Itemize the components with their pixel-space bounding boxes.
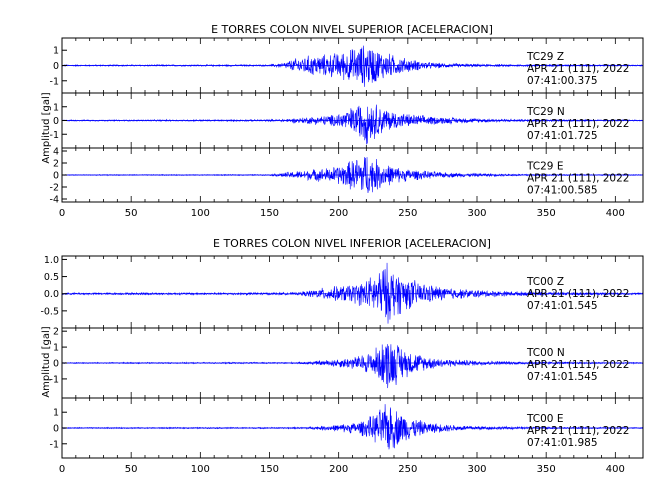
y-tick-label: 2 xyxy=(53,159,59,170)
station-label: TC29 N xyxy=(526,106,565,118)
station-label: TC00 N xyxy=(526,347,565,359)
y-tick-label: 0.5 xyxy=(44,272,59,283)
x-tick-label: 300 xyxy=(467,464,486,475)
y-tick-label: -1 xyxy=(50,374,59,385)
time-label: 07:41:00.585 xyxy=(527,185,598,197)
x-tick-label: 400 xyxy=(606,208,625,219)
y-axis-label: Amplitud [gal] xyxy=(41,92,52,163)
x-tick-label: 150 xyxy=(260,208,279,219)
y-tick-label: -1 xyxy=(50,130,59,141)
y-tick-label: 1 xyxy=(53,343,59,354)
date-label: APR 21 (111), 2022 xyxy=(527,173,629,185)
x-tick-label: 350 xyxy=(537,464,556,475)
y-tick-label: -4 xyxy=(50,195,59,206)
date-label: APR 21 (111), 2022 xyxy=(527,288,629,300)
station-label: TC29 Z xyxy=(526,51,564,63)
date-label: APR 21 (111), 2022 xyxy=(527,425,629,437)
x-tick-label: 350 xyxy=(537,208,556,219)
y-tick-label: 0 xyxy=(53,171,59,182)
time-label: 07:41:01.545 xyxy=(527,371,598,383)
x-tick-label: 250 xyxy=(398,208,417,219)
x-tick-label: 100 xyxy=(191,208,210,219)
x-tick-label: 200 xyxy=(329,208,348,219)
y-tick-label: 1 xyxy=(53,408,59,419)
y-tick-label: 0 xyxy=(53,424,59,435)
upper-chart: E TORRES COLON NIVEL SUPERIOR [ACELERACI… xyxy=(41,23,644,219)
y-tick-label: 1 xyxy=(53,102,59,113)
chart-title: E TORRES COLON NIVEL SUPERIOR [ACELERACI… xyxy=(211,23,493,36)
x-tick-label: 0 xyxy=(59,208,65,219)
time-label: 07:41:00.375 xyxy=(527,75,598,87)
x-tick-label: 0 xyxy=(59,464,65,475)
station-label: TC29 E xyxy=(526,161,563,173)
x-tick-label: 50 xyxy=(125,208,138,219)
time-label: 07:41:01.545 xyxy=(527,300,598,312)
y-tick-label: -1 xyxy=(50,439,59,450)
time-label: 07:41:01.985 xyxy=(527,437,598,449)
y-tick-label: -0.5 xyxy=(40,306,59,317)
date-label: APR 21 (111), 2022 xyxy=(527,359,629,371)
lower-chart: E TORRES COLON NIVEL INFERIOR [ACELERACI… xyxy=(40,237,644,475)
station-label: TC00 Z xyxy=(526,276,564,288)
x-tick-label: 200 xyxy=(329,464,348,475)
x-tick-label: 400 xyxy=(606,464,625,475)
y-tick-label: 0 xyxy=(53,359,59,370)
date-label: APR 21 (111), 2022 xyxy=(527,63,629,75)
x-tick-label: 300 xyxy=(467,208,486,219)
y-tick-label: 0 xyxy=(53,61,59,72)
y-tick-label: 1 xyxy=(53,46,59,57)
x-tick-label: 250 xyxy=(398,464,417,475)
x-tick-label: 50 xyxy=(125,464,138,475)
chart-title: E TORRES COLON NIVEL INFERIOR [ACELERACI… xyxy=(213,237,491,250)
y-tick-label: 0 xyxy=(53,116,59,127)
y-tick-label: 4 xyxy=(53,147,59,158)
time-label: 07:41:01.725 xyxy=(527,130,598,142)
y-axis-label: Amplitud [gal] xyxy=(41,326,52,397)
y-tick-label: 1.0 xyxy=(44,255,59,266)
station-label: TC00 E xyxy=(526,413,563,425)
y-tick-label: 0.0 xyxy=(44,289,59,300)
x-tick-label: 100 xyxy=(191,464,210,475)
date-label: APR 21 (111), 2022 xyxy=(527,118,629,130)
y-tick-label: -2 xyxy=(50,183,59,194)
y-tick-label: -1 xyxy=(50,76,59,87)
x-tick-label: 150 xyxy=(260,464,279,475)
y-tick-label: 2 xyxy=(53,327,59,338)
